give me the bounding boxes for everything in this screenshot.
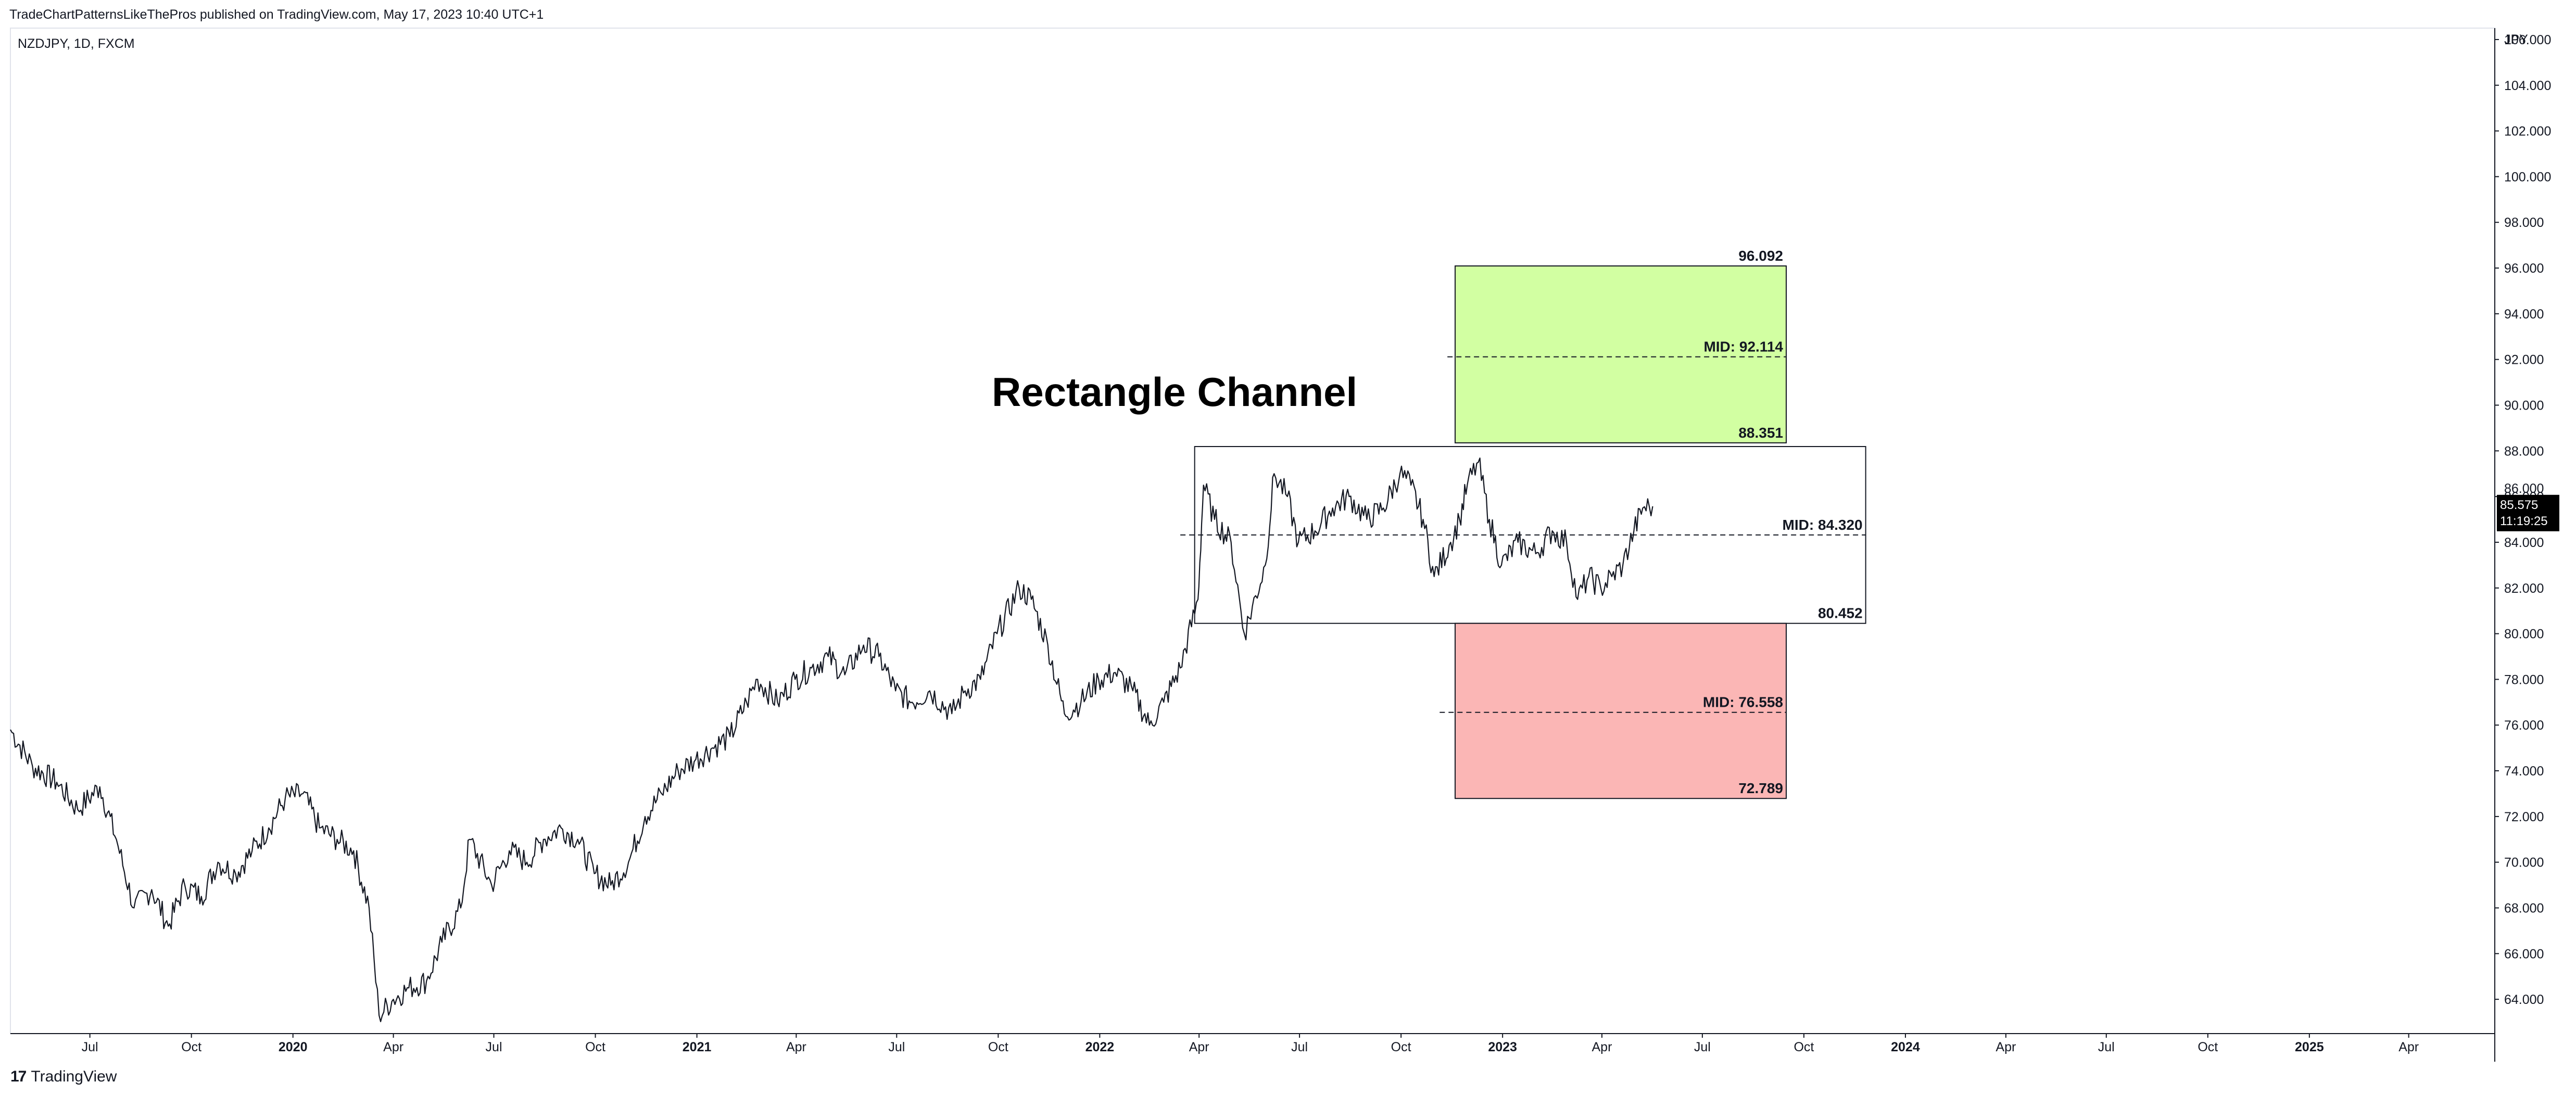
chart-title: Rectangle Channel bbox=[992, 369, 1357, 415]
y-tick-label: 66.000 bbox=[2504, 947, 2544, 961]
y-tick-label: 72.000 bbox=[2504, 810, 2544, 824]
target-down-mid-label: MID: 76.558 bbox=[1703, 694, 1783, 710]
x-tick-label: 2020 bbox=[279, 1040, 308, 1054]
range-bottom-label: 80.452 bbox=[1818, 605, 1863, 621]
x-tick-label: Oct bbox=[585, 1040, 605, 1054]
x-tick-label: Oct bbox=[2198, 1040, 2218, 1054]
target-up-box[interactable] bbox=[1455, 265, 1787, 443]
x-tick-label: 2024 bbox=[1891, 1040, 1920, 1054]
x-tick-label: Apr bbox=[1996, 1040, 2016, 1054]
x-tick-label: 2021 bbox=[683, 1040, 712, 1054]
price-series-line bbox=[10, 457, 1653, 1023]
range-mid-label: MID: 84.320 bbox=[1783, 517, 1863, 533]
publisher-header: TradeChartPatternsLikeThePros published … bbox=[9, 7, 544, 22]
x-tick-label: Jul bbox=[1694, 1040, 1711, 1054]
symbol-label[interactable]: NZDJPY, 1D, FXCM bbox=[18, 36, 135, 51]
target-up-mid-label: MID: 92.114 bbox=[1703, 339, 1783, 355]
y-tick-label: 88.000 bbox=[2504, 444, 2544, 459]
y-tick-label: 96.000 bbox=[2504, 261, 2544, 276]
y-tick-label: 94.000 bbox=[2504, 307, 2544, 322]
x-tick-label: Jul bbox=[486, 1040, 502, 1054]
x-tick-label: Jul bbox=[2098, 1040, 2115, 1054]
x-tick-label: Apr bbox=[1189, 1040, 1209, 1054]
y-tick-label: 100.000 bbox=[2504, 170, 2551, 184]
x-tick-label: Jul bbox=[888, 1040, 905, 1054]
tradingview-footer[interactable]: 17 TradingView bbox=[10, 1068, 117, 1086]
x-tick-label: Apr bbox=[786, 1040, 806, 1054]
last-price-tag bbox=[2497, 494, 2559, 531]
y-tick-label: 64.000 bbox=[2504, 992, 2544, 1007]
y-tick-label: 98.000 bbox=[2504, 215, 2544, 230]
x-tick-label: 2025 bbox=[2295, 1040, 2324, 1054]
y-tick-label: 74.000 bbox=[2504, 764, 2544, 779]
x-tick-label: Apr bbox=[383, 1040, 403, 1054]
last-price-ghost-label: 86.000 bbox=[2504, 481, 2544, 496]
y-tick-label: 92.000 bbox=[2504, 353, 2544, 367]
target-up-bottom-label: 88.351 bbox=[1738, 425, 1783, 441]
target-up-top-label: 96.092 bbox=[1738, 248, 1783, 264]
y-tick-label: 68.000 bbox=[2504, 901, 2544, 916]
target-down-bottom-label: 72.789 bbox=[1738, 780, 1783, 796]
last-price-label: 85.575 bbox=[2500, 498, 2538, 512]
x-tick-label: Jul bbox=[1291, 1040, 1308, 1054]
currency-label: JPY bbox=[2504, 32, 2528, 47]
target-down-box[interactable] bbox=[1455, 622, 1787, 799]
y-tick-label: 78.000 bbox=[2504, 672, 2544, 687]
y-tick-label: 82.000 bbox=[2504, 581, 2544, 596]
x-tick-label: Oct bbox=[1391, 1040, 1411, 1054]
x-tick-label: 2023 bbox=[1488, 1040, 1517, 1054]
y-tick-label: 90.000 bbox=[2504, 399, 2544, 413]
y-tick-label: 84.000 bbox=[2504, 536, 2544, 550]
x-tick-label: Oct bbox=[988, 1040, 1008, 1054]
x-tick-label: Jul bbox=[82, 1040, 98, 1054]
bar-countdown-label: 11:19:25 bbox=[2500, 514, 2548, 528]
y-tick-label: 102.000 bbox=[2504, 124, 2551, 139]
y-tick-label: 80.000 bbox=[2504, 627, 2544, 642]
x-tick-label: Apr bbox=[1592, 1040, 1612, 1054]
tradingview-logo-icon: 17 bbox=[10, 1068, 27, 1085]
y-tick-label: 104.000 bbox=[2504, 79, 2551, 93]
y-tick-label: 70.000 bbox=[2504, 856, 2544, 870]
x-tick-label: Apr bbox=[2398, 1040, 2419, 1054]
x-tick-label: Oct bbox=[1794, 1040, 1814, 1054]
y-tick-label: 106.000 bbox=[2504, 33, 2551, 47]
y-tick-label: 76.000 bbox=[2504, 718, 2544, 733]
x-tick-label: 2022 bbox=[1085, 1040, 1115, 1054]
x-tick-label: Oct bbox=[181, 1040, 201, 1054]
brand-label: TradingView bbox=[31, 1068, 117, 1085]
